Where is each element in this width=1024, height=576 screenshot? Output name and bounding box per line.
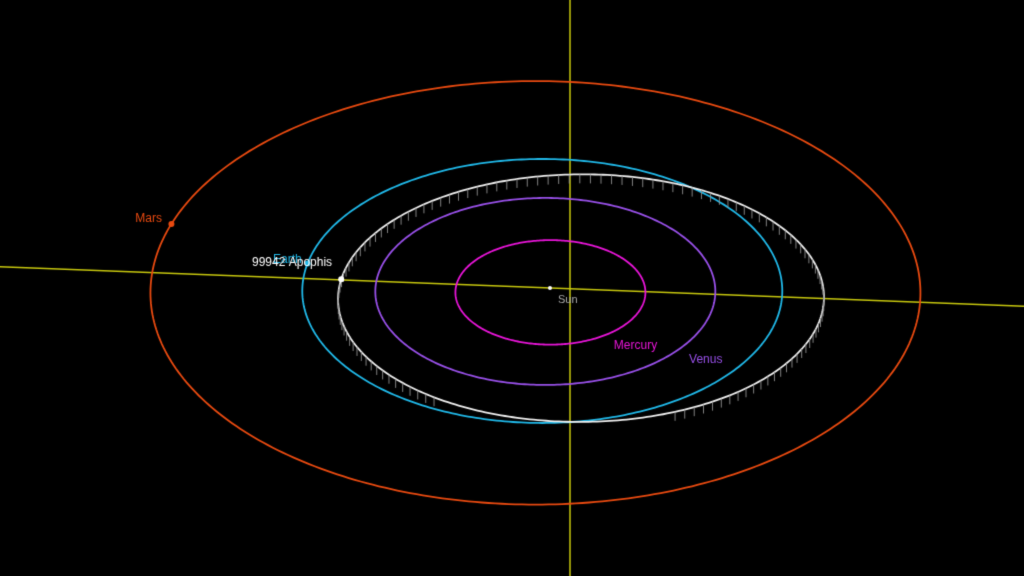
orbit-diagram [0,0,1024,576]
